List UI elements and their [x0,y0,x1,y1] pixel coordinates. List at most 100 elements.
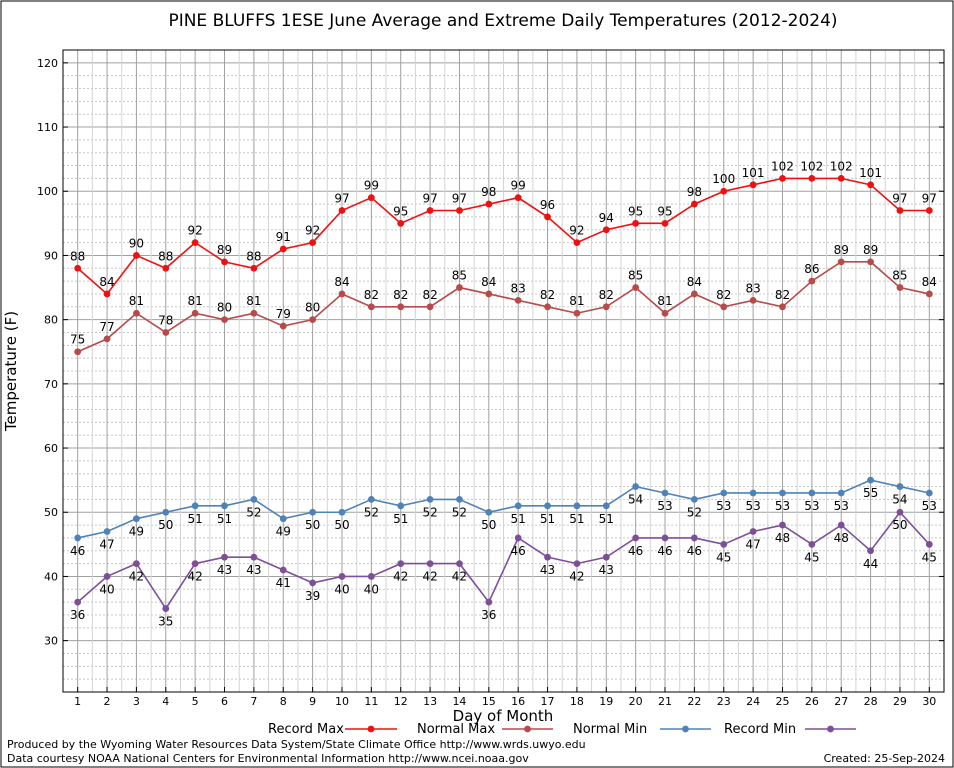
x-tick-label: 12 [394,695,408,708]
y-tick-label: 70 [44,378,58,391]
normal-min-data-label: 52 [364,505,379,519]
normal-min-point [925,489,933,497]
normal-min-data-label: 55 [863,486,878,500]
normal-min-point [162,508,170,516]
record-min-data-label: 48 [834,531,849,545]
record-min-data-label: 46 [628,544,643,558]
record-max-point [485,200,493,208]
record-max-point [133,252,140,259]
normal-min-point [74,534,82,542]
record-max-point [74,264,82,272]
normal-max-data-label: 80 [305,301,320,315]
series-layer: 88 84 90 88 92 89 88 91 92 97 99 95 97 97 98 99 96 92 94 95… [70,159,937,628]
x-tick-label: 8 [280,695,287,708]
normal-max-data-label: 82 [422,288,437,302]
record-max-point [309,239,317,247]
record-max-data-label: 102 [771,159,794,173]
record-max-data-label: 100 [712,172,735,186]
record-max-data-label: 97 [422,192,437,206]
normal-max-point [250,309,258,317]
x-tick-label: 1 [74,695,81,708]
y-tick-label: 80 [44,314,58,327]
legend: Record Max Normal Max Normal Min Record Min [268,722,856,737]
normal-min-point [602,502,610,510]
normal-max-point [690,290,698,298]
record-max-data-label: 99 [364,179,379,193]
record-min-point [338,573,346,580]
normal-max-data-label: 81 [188,294,203,308]
record-min-data-label: 44 [863,557,878,571]
normal-min-data-label: 52 [687,505,702,519]
normal-max-point [279,322,287,330]
x-tick-label: 21 [658,695,672,708]
x-tick-label: 15 [482,695,496,708]
x-axis-label: Day of Month [453,707,554,725]
record-min-data-label: 35 [158,615,173,629]
normal-max-point [749,296,757,304]
record-max-point [191,239,199,247]
normal-min-point [544,502,551,510]
normal-min-data-label: 53 [775,499,790,513]
normal-max-data-label: 82 [775,288,790,302]
normal-min-point [367,496,375,503]
x-tick-label: 22 [687,695,701,708]
record-max-data-label: 88 [70,249,85,263]
normal-min-point [250,496,258,503]
normal-max-data-label: 81 [657,294,672,308]
record-min-data-label: 42 [569,570,584,584]
normal-max-point [925,290,933,298]
normal-min-point [426,496,434,503]
record-max-data-label: 97 [452,192,467,206]
record-max-data-label: 88 [158,249,173,263]
record-min-series: 36 40 42 35 42 43 43 41 39 40 40 42 42 42 36 46 43 42 43 46… [70,508,937,629]
x-tick-label: 18 [570,695,584,708]
normal-min-point [397,502,405,510]
x-tick-label: 9 [309,695,316,708]
normal-min-point [896,483,904,490]
normal-min-data-label: 53 [922,499,937,513]
normal-min-point [661,489,669,497]
record-min-data-label: 43 [599,563,614,577]
normal-max-point [896,284,904,291]
normal-max-point [661,309,669,317]
record-min-data-label: 45 [804,550,819,564]
x-tick-label: 10 [335,695,349,708]
normal-min-point [808,489,816,497]
x-tick-label: 25 [775,695,789,708]
record-min-point [544,553,551,561]
y-tick-label: 110 [37,121,58,134]
normal-max-data-label: 82 [716,288,731,302]
x-tick-label: 13 [423,695,437,708]
record-max-data-label: 102 [830,159,853,173]
x-tick-label: 7 [250,695,257,708]
record-min-point [514,534,522,542]
normal-min-data-label: 51 [188,512,203,526]
legend-marker-record-min [827,725,834,733]
normal-max-data-label: 84 [922,275,937,289]
record-max-line [77,177,930,296]
record-max-data-label: 102 [800,159,823,173]
record-min-point [426,560,434,567]
record-min-point [279,566,287,574]
record-min-data-label: 36 [70,608,85,622]
normal-max-data-label: 84 [334,275,349,289]
x-tick-label: 2 [104,695,111,708]
record-max-data-label: 98 [481,185,496,199]
y-axis-label: Temperature (F) [2,311,20,432]
x-tick-label: 16 [511,695,525,708]
normal-min-data-label: 46 [70,544,85,558]
record-min-data-label: 43 [540,563,555,577]
record-min-point [397,560,405,567]
normal-min-point [133,515,140,523]
x-tick-label: 19 [599,695,613,708]
record-min-point [690,534,698,542]
record-max-point [544,213,551,221]
normal-min-data-label: 51 [217,512,232,526]
x-tick-label: 4 [162,695,169,708]
record-min-data-label: 45 [922,550,937,564]
footer-data-courtesy: Data courtesy NOAA National Centers for … [7,752,529,765]
record-min-point [749,528,757,535]
record-min-point [602,553,610,561]
record-max-point [426,207,434,214]
normal-min-point [690,496,698,503]
